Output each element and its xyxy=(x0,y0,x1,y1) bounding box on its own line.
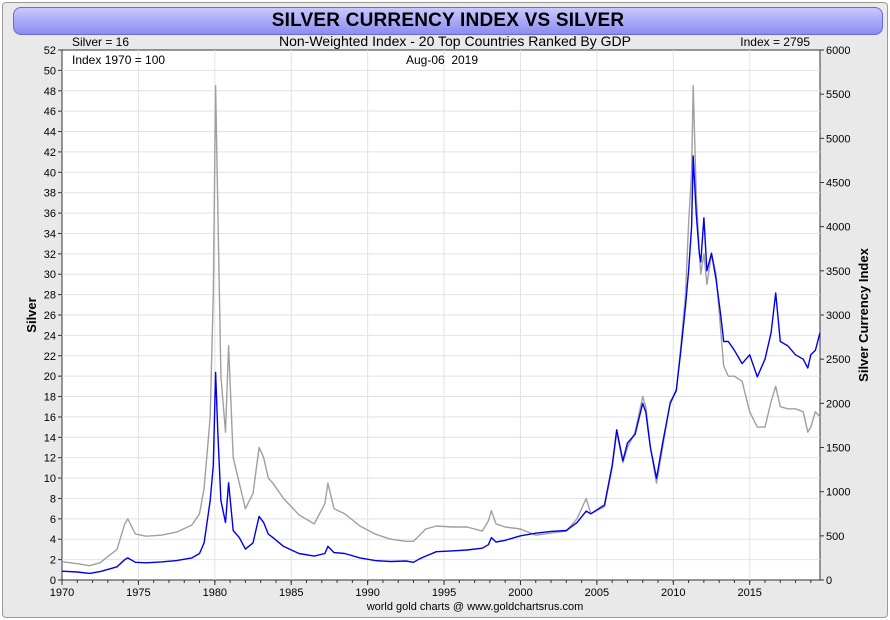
x-tick-label: 1980 xyxy=(203,587,227,599)
y-right-tick-label: 3500 xyxy=(826,266,850,278)
y-right-tick-label: 1000 xyxy=(826,487,850,499)
y-left-tick-label: 20 xyxy=(44,371,56,383)
y-left-tick-label: 40 xyxy=(44,167,56,179)
y-left-axis: 0246810121416182022242628303234363840424… xyxy=(44,45,62,587)
title-bar: SILVER CURRENCY INDEX VS SILVER xyxy=(13,7,883,35)
y-left-tick-label: 52 xyxy=(44,45,56,57)
y-left-tick-label: 34 xyxy=(44,228,56,240)
grid xyxy=(62,50,820,580)
x-tick-label: 2015 xyxy=(737,587,761,599)
y-right-tick-label: 4500 xyxy=(826,178,850,190)
y-right-tick-label: 4000 xyxy=(826,222,850,234)
y-right-axis: 0 500 1000 1500 2000 2500 3000 3500 4000 4500 5000… xyxy=(820,45,850,587)
y-left-tick-label: 4 xyxy=(50,534,56,546)
x-tick-label: 2010 xyxy=(661,587,685,599)
y-left-tick-label: 38 xyxy=(44,188,56,200)
y-left-tick-label: 26 xyxy=(44,310,56,322)
y-right-tick-label: 0 xyxy=(826,575,832,587)
x-tick-label: 1985 xyxy=(279,587,303,599)
y-left-tick-label: 16 xyxy=(44,412,56,424)
y-left-tick-label: 44 xyxy=(44,127,56,139)
y-right-tick-label: 5500 xyxy=(826,89,850,101)
y-left-tick-label: 14 xyxy=(44,432,56,444)
y-left-tick-label: 50 xyxy=(44,65,56,77)
chart-subtitle: Non-Weighted Index - 20 Top Countries Ra… xyxy=(279,33,631,49)
silver-series xyxy=(61,84,821,567)
chart-date: Aug-06 2019 xyxy=(406,53,478,67)
y-left-tick-label: 32 xyxy=(44,249,56,261)
y-left-tick-label: 12 xyxy=(44,453,56,465)
y-left-tick-label: 0 xyxy=(50,575,56,587)
y-right-tick-label: 5000 xyxy=(826,133,850,145)
y-right-tick-label: 2500 xyxy=(826,354,850,366)
index-line xyxy=(61,155,821,575)
x-tick-label: 2000 xyxy=(508,587,532,599)
y-right-label: Silver Currency Index xyxy=(856,247,871,381)
index-current-annotation: Index = 2795 xyxy=(740,35,810,49)
y-left-tick-label: 30 xyxy=(44,269,56,281)
x-axis: 1970 1975 1980 1985 1990 1995 2000 2005 2010 2015 xyxy=(50,580,812,599)
y-right-tick-label: 500 xyxy=(826,531,844,543)
y-left-tick-label: 22 xyxy=(44,351,56,363)
y-left-tick-label: 18 xyxy=(44,392,56,404)
y-left-tick-label: 8 xyxy=(50,493,56,505)
x-tick-label: 1990 xyxy=(355,587,379,599)
y-right-tick-label: 6000 xyxy=(826,45,850,57)
index-series xyxy=(61,155,821,575)
y-right-tick-label: 1500 xyxy=(826,443,850,455)
y-left-tick-label: 2 xyxy=(50,555,56,567)
y-left-tick-label: 42 xyxy=(44,147,56,159)
y-right-tick-label: 3000 xyxy=(826,310,850,322)
silver-line xyxy=(61,84,821,567)
x-tick-label: 1995 xyxy=(432,587,456,599)
y-left-tick-label: 6 xyxy=(50,514,56,526)
y-left-tick-label: 24 xyxy=(44,330,56,342)
x-tick-label: 2005 xyxy=(585,587,609,599)
y-left-tick-label: 36 xyxy=(44,208,56,220)
y-right-tick-label: 2000 xyxy=(826,398,850,410)
silver-current-annotation: Silver = 16 xyxy=(72,35,129,49)
y-left-tick-label: 46 xyxy=(44,106,56,118)
x-tick-label: 1970 xyxy=(50,587,74,599)
footer-credit: world gold charts @ www.goldchartsrus.co… xyxy=(366,601,584,613)
y-left-tick-label: 10 xyxy=(44,473,56,485)
y-left-tick-label: 28 xyxy=(44,290,56,302)
x-tick-label: 1975 xyxy=(126,587,150,599)
y-left-tick-label: 48 xyxy=(44,86,56,98)
chart-title: SILVER CURRENCY INDEX VS SILVER xyxy=(271,10,625,31)
index-base-annotation: Index 1970 = 100 xyxy=(72,53,165,67)
y-left-label: Silver xyxy=(24,297,39,332)
